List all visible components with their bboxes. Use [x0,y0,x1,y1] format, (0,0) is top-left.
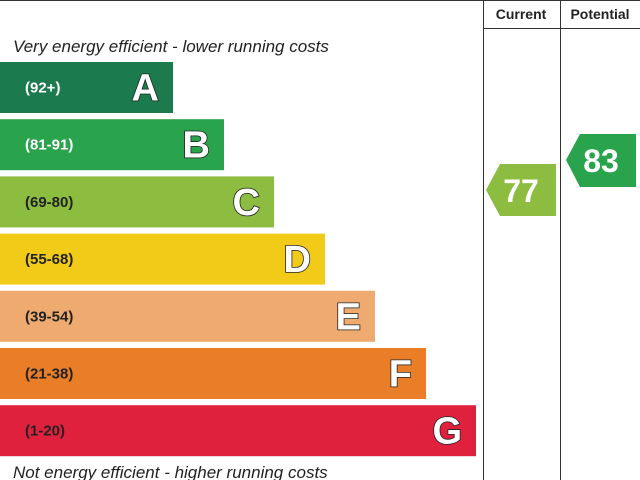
band-letter: B [183,125,210,167]
band-letter: F [389,354,412,396]
band-range: (1-20) [25,423,65,440]
band-range: (69-80) [25,194,73,211]
band-letter: G [432,411,462,453]
potential-score: 83 [583,143,619,179]
band-bar [0,348,426,399]
band-range: (81-91) [25,137,73,154]
top-note: Very energy efficient - lower running co… [13,37,329,56]
band-letter: A [132,68,159,110]
band-range: (39-54) [25,308,73,325]
band-bar [0,290,375,342]
band-bar [0,405,476,457]
band-bar [0,176,274,228]
potential-arrow [566,134,636,187]
band-letter: C [233,182,260,224]
band-range: (92+) [25,80,60,97]
current-score: 77 [503,173,539,209]
current-arrow [486,164,556,216]
band-bar [0,62,173,113]
current-header: Current [496,6,547,22]
band-bar [0,233,325,285]
band-letter: E [336,296,361,338]
band-bar [0,119,224,171]
bottom-note: Not energy efficient - higher running co… [13,463,328,480]
band-range: (55-68) [25,251,73,268]
potential-header: Potential [570,6,629,22]
band-letter: D [284,239,311,281]
band-range: (21-38) [25,366,73,383]
